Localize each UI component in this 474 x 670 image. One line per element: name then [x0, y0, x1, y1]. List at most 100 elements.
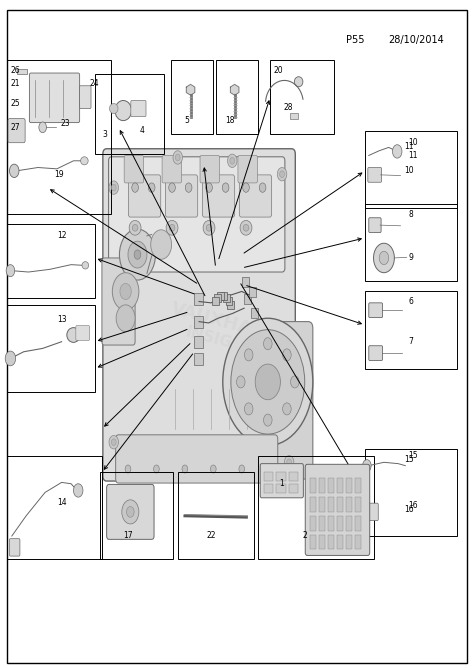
- Bar: [178, 472, 254, 559]
- Bar: [249, 287, 256, 297]
- Circle shape: [230, 157, 235, 164]
- Bar: [328, 535, 334, 549]
- Bar: [355, 497, 361, 512]
- Bar: [216, 60, 258, 134]
- Circle shape: [116, 305, 135, 332]
- Text: 24: 24: [89, 79, 99, 88]
- Bar: [223, 294, 230, 302]
- FancyBboxPatch shape: [109, 157, 285, 272]
- Bar: [355, 535, 361, 549]
- Bar: [17, 69, 27, 74]
- Bar: [289, 484, 298, 493]
- Ellipse shape: [67, 328, 80, 342]
- Bar: [100, 472, 173, 559]
- Bar: [365, 291, 457, 368]
- Text: 3: 3: [102, 129, 107, 139]
- Text: 23: 23: [61, 119, 70, 129]
- Bar: [227, 301, 234, 309]
- Circle shape: [392, 145, 402, 158]
- Bar: [214, 294, 221, 302]
- FancyBboxPatch shape: [131, 100, 146, 117]
- FancyBboxPatch shape: [238, 155, 257, 183]
- FancyBboxPatch shape: [9, 539, 20, 556]
- Text: 16: 16: [409, 501, 418, 511]
- FancyBboxPatch shape: [369, 303, 383, 318]
- Text: 10: 10: [404, 166, 413, 175]
- Bar: [7, 60, 111, 214]
- Text: 28: 28: [283, 103, 293, 112]
- Circle shape: [125, 465, 131, 473]
- Bar: [346, 478, 352, 493]
- Ellipse shape: [294, 77, 303, 87]
- Circle shape: [363, 460, 371, 472]
- Bar: [310, 516, 316, 531]
- Ellipse shape: [206, 224, 212, 231]
- Ellipse shape: [129, 220, 141, 235]
- Text: VAUXHALL: VAUXHALL: [169, 299, 276, 344]
- FancyBboxPatch shape: [368, 503, 378, 521]
- Circle shape: [73, 484, 83, 497]
- Bar: [7, 305, 95, 392]
- Bar: [226, 297, 232, 305]
- FancyBboxPatch shape: [116, 435, 278, 483]
- Bar: [276, 484, 286, 493]
- FancyBboxPatch shape: [369, 218, 381, 232]
- Ellipse shape: [203, 220, 215, 235]
- Bar: [95, 74, 164, 154]
- Circle shape: [228, 154, 237, 168]
- Circle shape: [185, 183, 192, 192]
- Circle shape: [283, 403, 291, 415]
- Circle shape: [255, 364, 281, 400]
- Text: 27: 27: [10, 123, 20, 132]
- Bar: [290, 113, 298, 119]
- Circle shape: [206, 183, 212, 192]
- Text: 6: 6: [409, 297, 413, 306]
- Ellipse shape: [166, 220, 178, 235]
- Text: 9: 9: [409, 253, 413, 263]
- Bar: [264, 472, 273, 481]
- FancyBboxPatch shape: [254, 322, 313, 479]
- Bar: [337, 516, 343, 531]
- Text: INSIGNIA: INSIGNIA: [183, 324, 262, 359]
- Bar: [258, 456, 374, 559]
- Text: 12: 12: [57, 231, 66, 241]
- FancyBboxPatch shape: [8, 119, 25, 143]
- Text: 15: 15: [404, 456, 413, 464]
- Circle shape: [291, 376, 299, 388]
- Circle shape: [280, 171, 284, 178]
- Circle shape: [109, 436, 118, 449]
- Bar: [365, 131, 457, 208]
- Bar: [346, 497, 352, 512]
- FancyBboxPatch shape: [305, 464, 370, 555]
- Circle shape: [122, 500, 139, 524]
- Circle shape: [127, 507, 134, 517]
- Bar: [276, 472, 286, 481]
- FancyBboxPatch shape: [162, 155, 182, 183]
- Bar: [242, 277, 249, 287]
- Bar: [264, 484, 273, 493]
- Bar: [337, 478, 343, 493]
- Text: 5: 5: [184, 116, 189, 125]
- Bar: [328, 516, 334, 531]
- Text: 18: 18: [226, 116, 235, 125]
- Circle shape: [283, 349, 291, 361]
- Bar: [365, 449, 457, 536]
- Text: 25: 25: [10, 99, 20, 109]
- Circle shape: [151, 230, 172, 259]
- Bar: [251, 308, 258, 318]
- Circle shape: [128, 241, 147, 268]
- Circle shape: [39, 122, 46, 133]
- Circle shape: [245, 403, 253, 415]
- Text: 4: 4: [140, 126, 145, 135]
- Text: 20: 20: [274, 66, 283, 75]
- Circle shape: [264, 414, 272, 426]
- Text: P55: P55: [346, 36, 365, 45]
- Circle shape: [374, 243, 394, 273]
- Ellipse shape: [115, 100, 131, 121]
- Bar: [328, 478, 334, 493]
- Circle shape: [169, 183, 175, 192]
- Text: 14: 14: [57, 498, 66, 507]
- Circle shape: [243, 183, 249, 192]
- Bar: [365, 204, 457, 281]
- FancyBboxPatch shape: [260, 464, 303, 498]
